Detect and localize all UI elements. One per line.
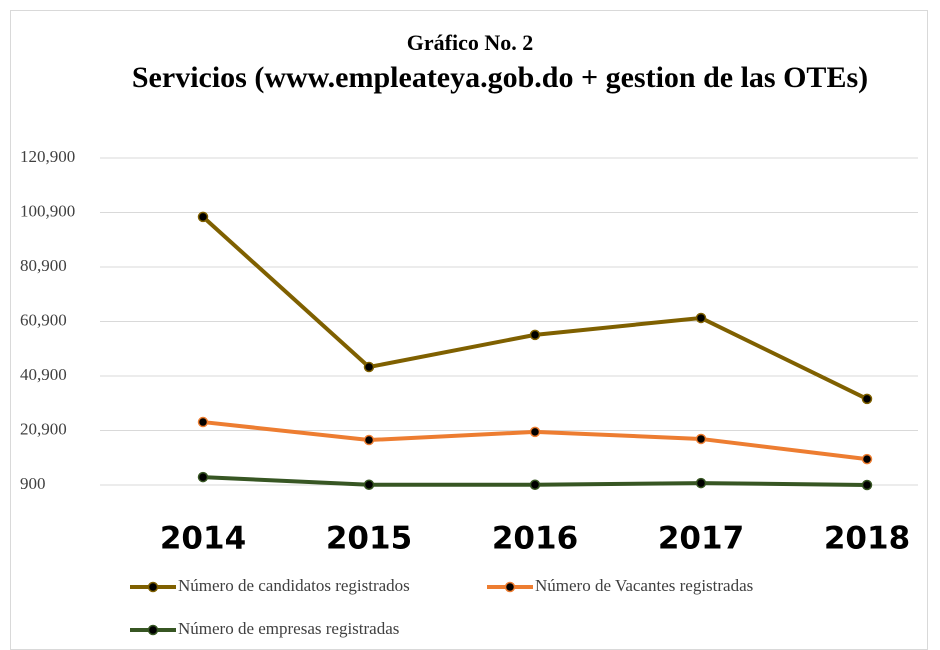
x-tick-label: 2018 xyxy=(824,521,910,557)
legend-marker xyxy=(147,581,159,593)
y-tick-label: 40,900 xyxy=(20,365,67,384)
point-marker xyxy=(695,433,707,445)
point-marker xyxy=(197,416,209,428)
y-tick-label: 120,900 xyxy=(20,147,75,166)
point-marker xyxy=(363,479,375,490)
y-tick-label: 100,900 xyxy=(20,201,75,220)
y-tick-label: 20,900 xyxy=(20,419,67,438)
point-marker xyxy=(197,211,209,223)
y-tick-label: 60,900 xyxy=(20,310,67,329)
y-tick-label: 80,900 xyxy=(20,256,67,275)
y-tick-label: 900 xyxy=(20,474,46,493)
point-marker xyxy=(363,361,375,373)
x-tick-label: 2014 xyxy=(160,521,246,557)
point-marker xyxy=(529,329,541,341)
point-marker xyxy=(363,434,375,446)
chart-title: Servicios (www.empleateya.gob.do + gesti… xyxy=(131,61,869,94)
point-marker xyxy=(695,477,707,489)
x-tick-label: 2017 xyxy=(658,521,744,557)
point-marker xyxy=(529,426,541,438)
point-marker xyxy=(861,479,873,491)
legend-label: Número de candidatos registrados xyxy=(178,576,410,595)
x-tick-label: 2015 xyxy=(326,521,412,557)
legend-marker xyxy=(504,581,516,593)
point-marker xyxy=(197,471,209,483)
point-marker xyxy=(529,479,541,490)
point-marker xyxy=(695,312,707,324)
x-tick-label: 2016 xyxy=(492,521,578,557)
point-marker xyxy=(861,453,873,465)
legend-label: Número de empresas registradas xyxy=(178,619,399,638)
chart-supertitle: Gráfico No. 2 xyxy=(406,30,534,55)
legend-label: Número de Vacantes registradas xyxy=(535,576,753,595)
legend-marker xyxy=(147,624,159,636)
point-marker xyxy=(861,393,873,405)
series-line xyxy=(201,215,868,401)
